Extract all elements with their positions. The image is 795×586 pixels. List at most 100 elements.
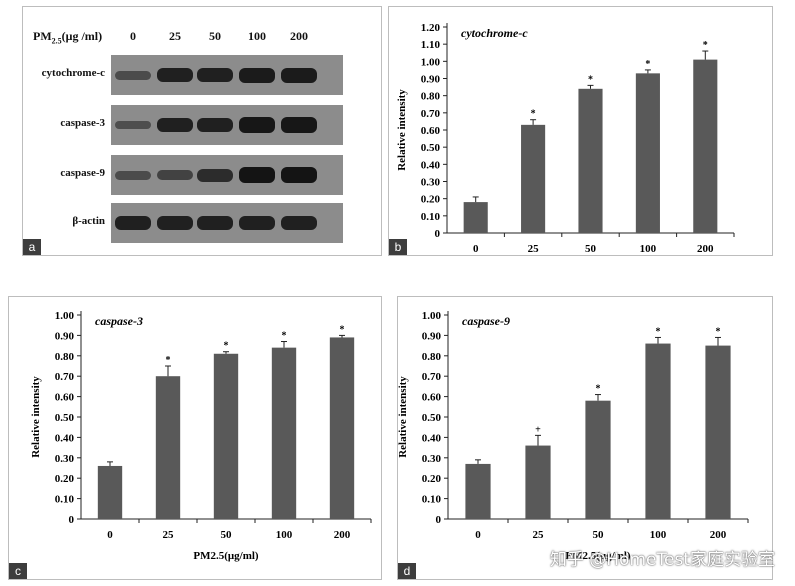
bar bbox=[155, 376, 181, 519]
significance-marker: * bbox=[703, 40, 708, 51]
x-tick-label: 200 bbox=[334, 529, 351, 541]
bar bbox=[705, 345, 731, 519]
blot-band bbox=[157, 117, 193, 133]
x-tick-label: 0 bbox=[475, 529, 481, 541]
blot-band bbox=[281, 215, 317, 231]
x-tick-label: 200 bbox=[710, 529, 727, 541]
watermark-text: 知乎 @HomeTest家庭实验室 bbox=[549, 550, 775, 570]
blot-band bbox=[157, 215, 193, 231]
x-tick-label: 0 bbox=[473, 243, 479, 255]
y-axis-label: Relative intensity bbox=[398, 376, 409, 458]
significance-marker: + bbox=[535, 424, 541, 435]
blot-band bbox=[239, 215, 275, 231]
significance-marker: * bbox=[340, 324, 345, 335]
y-tick-label: 0.40 bbox=[421, 159, 441, 171]
panel-d-chart: 0 0.10 0.20 0.30 0.40 0.50 0.60 0.70 0.80 0.90 1.0… bbox=[397, 296, 773, 580]
chart-cytochrome-c: 0 0.10 0.20 0.30 0.40 0.50 0.60 0.70 0.80 0.90 1.0… bbox=[396, 22, 735, 276]
bar bbox=[521, 124, 546, 233]
blot-band bbox=[115, 120, 151, 130]
y-tick-label: 0.50 bbox=[55, 412, 75, 424]
blot-band bbox=[115, 170, 151, 180]
x-tick-label: 50 bbox=[221, 529, 233, 541]
panel-c-chart: 0 0.10 0.20 0.30 0.40 0.50 0.60 0.70 0.80 0.90 1.0… bbox=[8, 296, 382, 580]
blot-band bbox=[115, 70, 151, 80]
bar bbox=[465, 463, 491, 519]
y-tick-label: 0.50 bbox=[421, 142, 441, 154]
chart-caspase-9: 0 0.10 0.20 0.30 0.40 0.50 0.60 0.70 0.80 0.90 1.0… bbox=[397, 310, 749, 562]
blot-band bbox=[115, 215, 151, 231]
y-tick-label: 0.60 bbox=[421, 125, 441, 137]
y-tick-label: 0.80 bbox=[422, 351, 442, 363]
x-axis-label: PM2.5(μg/ml) bbox=[193, 550, 259, 562]
bar bbox=[645, 343, 671, 519]
x-tick-label: 25 bbox=[163, 529, 175, 541]
y-tick-label: 1.10 bbox=[421, 39, 441, 51]
bar bbox=[525, 445, 551, 519]
panel-b-chart: 0 0.10 0.20 0.30 0.40 0.50 0.60 0.70 0.80 0.90 1.0… bbox=[388, 6, 773, 276]
y-tick-label: 0.20 bbox=[55, 473, 75, 485]
x-tick-label: 50 bbox=[593, 529, 605, 541]
chart-title: caspase-3 bbox=[95, 314, 143, 328]
y-tick-label: 0.40 bbox=[422, 432, 442, 444]
y-tick-label: 0.90 bbox=[422, 330, 442, 342]
bar bbox=[97, 465, 123, 519]
bar bbox=[463, 202, 488, 233]
blot-band bbox=[281, 67, 317, 83]
chart-title: caspase-9 bbox=[462, 314, 510, 328]
y-tick-label: 0.90 bbox=[421, 74, 441, 86]
bar bbox=[271, 347, 297, 519]
x-tick-label: 100 bbox=[276, 529, 293, 541]
x-tick-label: 200 bbox=[697, 243, 714, 255]
y-tick-label: 0.50 bbox=[422, 412, 442, 424]
significance-marker: * bbox=[166, 355, 171, 366]
blot-lane-label: 0 bbox=[130, 29, 136, 43]
y-tick-label: 1.00 bbox=[55, 310, 75, 322]
y-tick-label: 0.90 bbox=[55, 330, 75, 342]
x-tick-label: 25 bbox=[528, 243, 540, 255]
blot-row-label: caspase-9 bbox=[60, 167, 105, 179]
blot-header-label: PM2.5(μg /ml) bbox=[33, 29, 103, 46]
y-tick-label: 0.70 bbox=[421, 108, 441, 120]
significance-marker: * bbox=[224, 341, 229, 352]
panel-letter-a: a bbox=[23, 239, 41, 255]
panel-letter-b: b bbox=[389, 239, 407, 255]
x-tick-label: 100 bbox=[650, 529, 667, 541]
significance-marker: * bbox=[645, 59, 650, 70]
bar bbox=[213, 353, 239, 519]
y-tick-label: 0.70 bbox=[422, 371, 442, 383]
blot-band bbox=[239, 67, 275, 83]
y-tick-label: 0.10 bbox=[422, 494, 442, 506]
blot-band bbox=[239, 167, 275, 183]
y-tick-label: 0.60 bbox=[55, 392, 75, 404]
y-axis-label: Relative intensity bbox=[396, 89, 408, 171]
panel-a-western-blot: PM2.5(μg /ml) 0 25 50 100 200 cytochrome-c ca… bbox=[22, 6, 382, 256]
y-tick-label: 0.30 bbox=[55, 453, 75, 465]
y-tick-label: 0 bbox=[435, 228, 441, 240]
y-tick-label: 0.80 bbox=[55, 351, 75, 363]
blot-band bbox=[157, 67, 193, 83]
y-tick-label: 0.20 bbox=[421, 194, 441, 206]
bar bbox=[693, 59, 718, 233]
blot-band bbox=[157, 170, 193, 180]
blot-row-label: caspase-3 bbox=[60, 117, 105, 129]
blot-lane-label: 25 bbox=[169, 29, 181, 43]
y-axis-label: Relative intensity bbox=[30, 376, 42, 458]
significance-marker: * bbox=[588, 74, 593, 85]
chart-title: cytochrome-c bbox=[461, 26, 528, 40]
blot-lane-label: 100 bbox=[248, 29, 266, 43]
x-tick-label: 50 bbox=[585, 243, 597, 255]
significance-marker: * bbox=[596, 384, 601, 395]
blot-row-label: cytochrome-c bbox=[41, 67, 105, 79]
y-tick-label: 0.40 bbox=[55, 432, 75, 444]
y-tick-label: 0.30 bbox=[421, 177, 441, 189]
y-tick-label: 0 bbox=[69, 514, 75, 526]
x-tick-label: 100 bbox=[640, 243, 657, 255]
blot-row-label: β-actin bbox=[72, 215, 105, 227]
blot-lane-label: 50 bbox=[209, 29, 221, 43]
panel-letter-c: c bbox=[9, 563, 27, 579]
y-tick-label: 0.20 bbox=[422, 473, 442, 485]
bar bbox=[329, 337, 355, 519]
y-tick-label: 0.80 bbox=[421, 91, 441, 103]
significance-marker: * bbox=[656, 326, 661, 337]
y-tick-label: 0.70 bbox=[55, 371, 75, 383]
